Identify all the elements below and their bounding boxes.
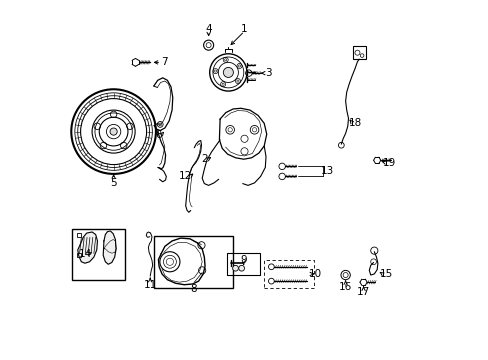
Text: 8: 8 xyxy=(190,284,197,294)
Bar xyxy=(77,253,81,257)
Bar xyxy=(352,46,365,59)
Text: 3: 3 xyxy=(265,68,272,78)
Circle shape xyxy=(238,265,244,271)
Text: 2: 2 xyxy=(201,154,207,164)
Text: 10: 10 xyxy=(308,269,322,279)
Text: 16: 16 xyxy=(338,282,351,292)
Text: 17: 17 xyxy=(356,287,369,297)
Text: 15: 15 xyxy=(379,269,392,279)
Text: 13: 13 xyxy=(320,166,333,176)
Text: 1: 1 xyxy=(241,24,247,35)
Text: 7: 7 xyxy=(161,57,168,67)
Circle shape xyxy=(223,67,233,77)
Text: 6: 6 xyxy=(154,130,161,140)
Circle shape xyxy=(110,128,117,135)
Text: 12: 12 xyxy=(179,171,192,181)
Bar xyxy=(77,233,81,237)
Text: 9: 9 xyxy=(240,255,246,265)
Text: 19: 19 xyxy=(382,158,396,168)
Text: 14: 14 xyxy=(79,248,92,258)
Polygon shape xyxy=(103,231,116,264)
Circle shape xyxy=(232,265,238,271)
Bar xyxy=(72,229,125,280)
Text: 18: 18 xyxy=(347,118,361,128)
Text: 4: 4 xyxy=(205,24,211,35)
Bar xyxy=(154,235,233,288)
Bar xyxy=(227,253,260,275)
Text: 11: 11 xyxy=(143,280,157,290)
Text: 5: 5 xyxy=(110,178,117,188)
Polygon shape xyxy=(78,232,97,263)
